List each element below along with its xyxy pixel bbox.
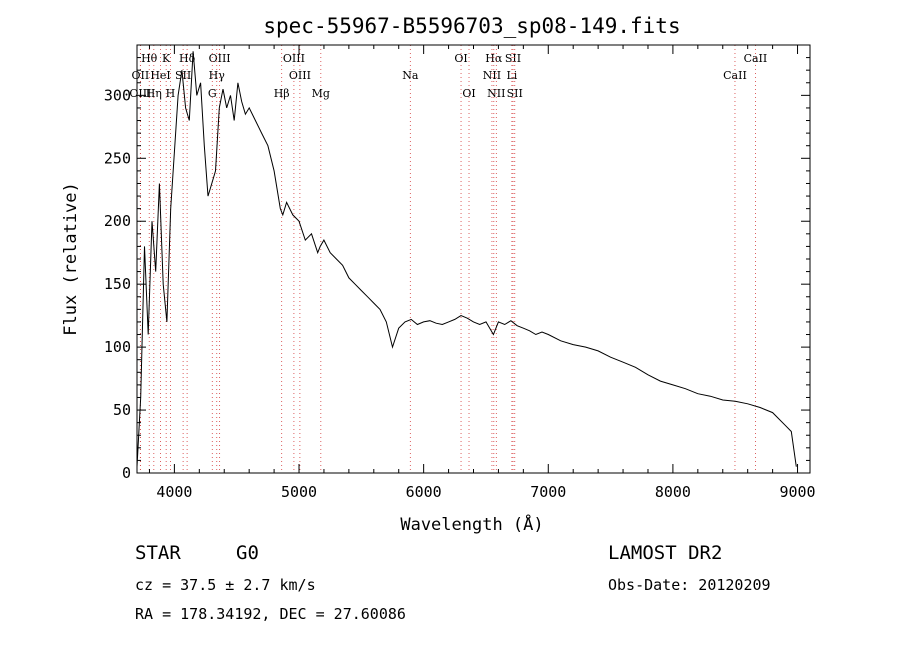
line-marker-label: Hη [146, 87, 162, 100]
line-marker-label: Hθ [141, 52, 158, 65]
line-marker-label: SII [175, 69, 191, 82]
y-tick-label: 150 [104, 275, 131, 293]
line-marker-label: OI [462, 87, 475, 100]
spectrum-line-0 [136, 51, 797, 467]
line-marker-label: NII [487, 87, 505, 100]
y-tick-label: 250 [104, 149, 131, 167]
line-marker-label: G [208, 87, 217, 100]
line-marker-label: HeI [150, 69, 170, 82]
line-marker-label: OIII [289, 69, 311, 82]
y-tick-label: 50 [113, 401, 131, 419]
line-marker-label: OI [454, 52, 467, 65]
y-tick-label: 100 [104, 338, 131, 356]
object-class: STAR [135, 542, 181, 564]
line-marker-label: K [162, 52, 171, 65]
x-tick-label: 6000 [406, 483, 442, 501]
coordinates: RA = 178.34192, DEC = 27.60086 [135, 605, 406, 623]
plot-frame [136, 44, 811, 474]
line-marker-label: SII [507, 87, 523, 100]
line-marker-label: Na [402, 69, 419, 82]
subclass: G0 [236, 542, 259, 564]
x-tick-label: 9000 [779, 483, 815, 501]
line-marker-label: H [166, 87, 176, 100]
x-tick-label: 7000 [530, 483, 566, 501]
x-tick-label: 8000 [655, 483, 691, 501]
obs-date: Obs-Date: 20120209 [608, 576, 771, 594]
y-tick-label: 300 [104, 86, 131, 104]
line-marker-label: OIII [209, 52, 231, 65]
line-marker-label: Hα [485, 52, 503, 65]
line-marker-label: Mg [312, 87, 330, 100]
line-marker-label: CaII [744, 52, 768, 65]
y-axis: 0 50 100 150 200 250 300 [104, 44, 810, 482]
line-marker-label: CaII [723, 69, 747, 82]
survey-name: LAMOST DR2 [608, 542, 723, 564]
y-axis-label: Flux (relative) [61, 182, 81, 336]
line-marker-label: OIII [283, 52, 305, 65]
x-tick-label: 5000 [281, 483, 317, 501]
y-tick-label: 0 [122, 464, 131, 482]
chart-title: spec-55967-B5596703_sp08-149.fits [263, 14, 680, 38]
redshift-readout: cz = 37.5 ± 2.7 km/s [135, 576, 316, 594]
line-marker-label: NII [483, 69, 501, 82]
x-axis-label: Wavelength (Å) [400, 513, 543, 535]
x-axis: 4000 5000 6000 7000 8000 9000 [148, 45, 816, 501]
y-tick-label: 200 [104, 212, 131, 230]
line-marker-label: OIII [129, 87, 151, 100]
line-marker-label: Li [506, 69, 517, 82]
spectrum-series [136, 51, 797, 467]
line-marker-label: OII [132, 69, 150, 82]
line-marker-label: Hβ [274, 87, 290, 100]
line-marker-label: SII [505, 52, 521, 65]
line-marker-label: Hγ [209, 69, 226, 82]
x-tick-label: 4000 [156, 483, 192, 501]
